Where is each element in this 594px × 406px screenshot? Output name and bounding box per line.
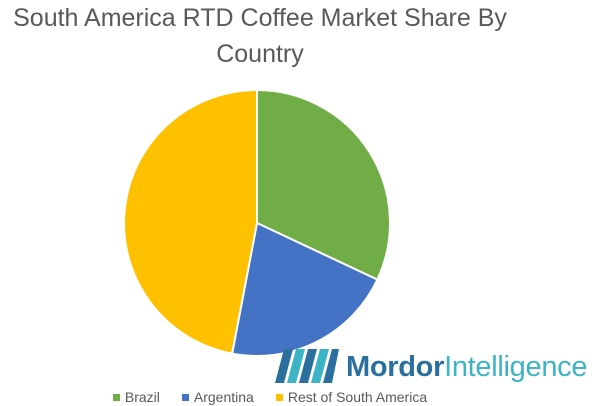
pie-slice-brazil xyxy=(256,89,391,281)
legend-swatch-argentina xyxy=(181,393,189,401)
legend-item-argentina: Argentina xyxy=(181,388,254,406)
legend-swatch-rest-of-south-america xyxy=(275,393,283,401)
legend-item-rest-of-south-america: Rest of South America xyxy=(275,388,428,406)
legend-label-argentina: Argentina xyxy=(193,389,254,405)
mordor-intelligence-logo: MordorIntelligence xyxy=(275,349,594,385)
logo-mark-icon xyxy=(275,349,339,383)
logo-word-intelligence: Intelligence xyxy=(444,351,588,383)
chart-title-line-1: South America RTD Coffee Market Share By xyxy=(13,4,507,32)
legend-item-brazil: Brazil xyxy=(112,388,160,406)
legend-label-rest-of-south-america: Rest of South America xyxy=(287,389,428,405)
pie-slice-argentina xyxy=(231,222,379,357)
chart-title: South America RTD Coffee Market Share By… xyxy=(0,0,520,72)
legend-swatch-brazil xyxy=(112,393,120,401)
chart-title-line-2: Country xyxy=(216,40,304,68)
logo-word-mordor: Mordor xyxy=(346,351,445,383)
chart-legend: Brazil Argentina Rest of South America xyxy=(0,388,540,406)
logo-text: MordorIntelligence xyxy=(346,350,588,384)
pie-slice-rest-of-south-america xyxy=(123,89,258,355)
legend-label-brazil: Brazil xyxy=(124,389,160,405)
